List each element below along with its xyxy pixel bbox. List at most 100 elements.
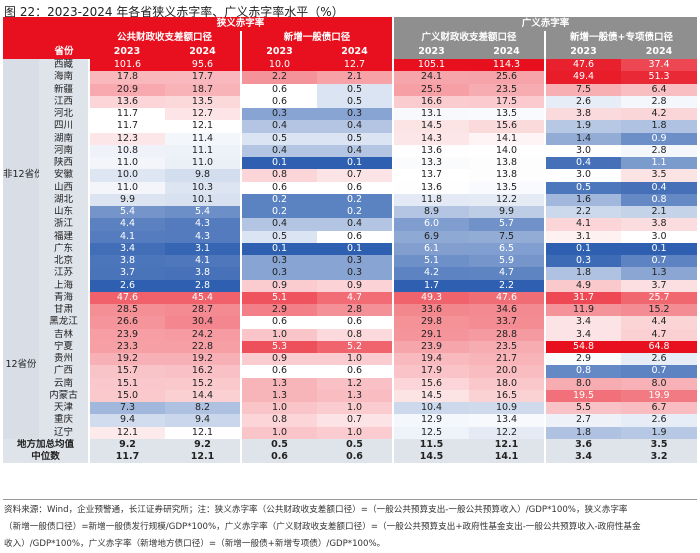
value-cell: 45.4	[165, 291, 241, 304]
value-cell: 5.4	[165, 206, 241, 219]
value-cell: 10.8	[88, 144, 165, 157]
value-cell: 6.0	[392, 218, 470, 231]
province-cell: 新疆	[39, 83, 89, 96]
value-cell: 4.1	[544, 218, 622, 231]
value-cell: 14.0	[469, 144, 546, 157]
value-cell: 105.1	[392, 59, 470, 72]
value-cell: 0.2	[317, 206, 394, 219]
subheader-general-bond: 新增一般债口径	[239, 31, 394, 45]
value-cell: 4.2	[621, 108, 698, 121]
summary-row: 地方加总均值 9.2 9.2 0.5 0.5 11.5 12.1 3.6 3.5	[3, 438, 698, 451]
province-cell: 陕西	[39, 157, 89, 170]
value-cell: 0.4	[544, 157, 622, 170]
value-cell: 0.2	[317, 193, 394, 206]
summary-value: 9.2	[88, 438, 165, 451]
value-cell: 14.4	[165, 389, 241, 402]
value-cell: 0.3	[317, 267, 394, 280]
value-cell: 0.4	[240, 144, 317, 157]
table-row: 福建 4.1 4.3 0.5 0.6 6.9 7.5 3.1 3.0	[3, 230, 698, 243]
value-cell: 47.6	[544, 59, 622, 72]
value-cell: 2.9	[544, 353, 622, 366]
value-cell: 9.4	[88, 414, 165, 427]
value-cell: 101.6	[88, 59, 165, 72]
value-cell: 5.1	[392, 255, 470, 268]
value-cell: 15.1	[88, 377, 165, 390]
table-row: 新疆 20.9 18.7 0.6 0.5 25.5 23.5 7.5 6.4	[3, 83, 698, 96]
year-2024-label: 2024	[621, 45, 698, 59]
summary-row: 中位数 11.7 12.1 0.6 0.6 14.5 14.1 3.4 3.2	[3, 451, 698, 464]
value-cell: 4.2	[392, 267, 470, 280]
value-cell: 13.8	[469, 157, 546, 170]
table-row: 广西 15.7 16.2 0.6 0.6 17.9 20.0 0.8 0.7	[3, 365, 698, 378]
value-cell: 10.3	[165, 181, 241, 194]
value-cell: 0.9	[240, 279, 317, 292]
value-cell: 0.3	[317, 255, 394, 268]
value-cell: 28.5	[88, 304, 165, 317]
value-cell: 4.7	[317, 291, 394, 304]
value-cell: 1.3	[240, 389, 317, 402]
value-cell: 4.1	[88, 230, 165, 243]
value-cell: 13.6	[88, 95, 165, 108]
value-cell: 0.3	[544, 255, 622, 268]
year-2023-label: 2023	[544, 45, 622, 59]
table-row: 吉林 23.9 24.2 1.0 0.8 29.1 28.8 3.4 4.7	[3, 328, 698, 341]
table-body: 非12省份 西藏 101.6 95.6 10.0 12.7 105.1 114.3 47.6 37…	[3, 59, 698, 464]
value-cell: 28.8	[469, 328, 546, 341]
value-cell: 5.7	[469, 218, 546, 231]
value-cell: 0.1	[621, 242, 698, 255]
value-cell: 12.9	[392, 414, 470, 427]
value-cell: 28.7	[165, 304, 241, 317]
value-cell: 11.7	[88, 108, 165, 121]
header-row-3: 省份 2023 2024 2023 2024 2023 2024 2023 20…	[3, 45, 698, 59]
summary-value: 11.7	[88, 451, 165, 464]
value-cell: 1.2	[317, 377, 394, 390]
value-cell: 12.1	[165, 426, 241, 439]
value-cell: 0.6	[240, 316, 317, 329]
summary-value: 3.4	[544, 451, 622, 464]
value-cell: 0.4	[621, 181, 698, 194]
summary-value: 12.1	[469, 438, 546, 451]
summary-label: 地方加总均值	[3, 438, 89, 451]
value-cell: 0.8	[544, 365, 622, 378]
value-cell: 9.9	[469, 206, 546, 219]
value-cell: 13.5	[469, 108, 546, 121]
value-cell: 6.4	[621, 83, 698, 96]
value-cell: 13.3	[392, 157, 470, 170]
value-cell: 0.6	[240, 95, 317, 108]
value-cell: 13.4	[469, 414, 546, 427]
value-cell: 1.6	[544, 193, 622, 206]
value-cell: 33.7	[469, 316, 546, 329]
value-cell: 4.4	[621, 316, 698, 329]
summary-value: 3.6	[544, 438, 622, 451]
value-cell: 15.6	[392, 377, 470, 390]
value-cell: 3.4	[544, 328, 622, 341]
value-cell: 51.3	[621, 71, 698, 84]
value-cell: 1.3	[317, 389, 394, 402]
value-cell: 2.1	[317, 71, 394, 84]
value-cell: 0.1	[544, 242, 622, 255]
value-cell: 1.0	[240, 426, 317, 439]
value-cell: 16.2	[165, 365, 241, 378]
value-cell: 8.9	[392, 206, 470, 219]
value-cell: 6.5	[469, 242, 546, 255]
table-row: 海南 17.8 17.7 2.2 2.1 24.1 25.6 49.4 51.3	[3, 71, 698, 84]
value-cell: 25.7	[621, 291, 698, 304]
value-cell: 10.9	[469, 402, 546, 415]
narrow-deficit-header: 狭义赤字率	[89, 17, 394, 31]
deficit-table: 狭义赤字率 广义赤字率 公共财政收支差额口径 新增一般债口径 广义财政收支差额口…	[3, 17, 698, 464]
value-cell: 13.8	[469, 169, 546, 182]
value-cell: 2.6	[544, 95, 622, 108]
province-cell: 青海	[39, 291, 89, 304]
year-2023-label: 2023	[392, 45, 470, 59]
value-cell: 11.0	[88, 157, 165, 170]
province-cell: 广西	[39, 365, 89, 378]
value-cell: 4.4	[88, 218, 165, 231]
value-cell: 5.9	[469, 255, 546, 268]
value-cell: 10.0	[88, 169, 165, 182]
value-cell: 26.6	[88, 316, 165, 329]
value-cell: 2.2	[544, 206, 622, 219]
value-cell: 11.8	[392, 193, 470, 206]
value-cell: 0.4	[317, 144, 394, 157]
value-cell: 2.8	[165, 279, 241, 292]
summary-value: 14.5	[392, 451, 470, 464]
